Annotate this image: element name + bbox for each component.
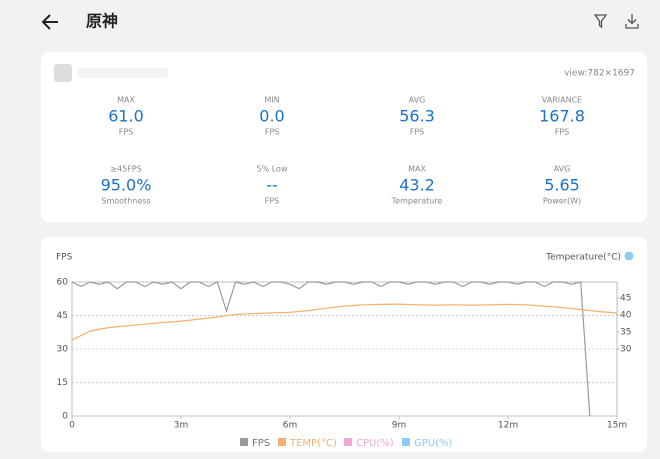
stat-value: 95.0% <box>101 176 152 195</box>
avatar <box>54 64 72 82</box>
legend-label: CPU(%) <box>356 438 394 449</box>
y2-tick-label: 40 <box>620 310 632 320</box>
view-size: view:782×1697 <box>564 69 635 79</box>
stat-unit: FPS <box>265 128 280 137</box>
chart-card <box>41 237 647 452</box>
stat-label: ≥45FPS <box>110 165 141 174</box>
y-tick-label: 0 <box>62 412 68 422</box>
summary-card <box>41 52 647 222</box>
y-tick-label: 15 <box>57 378 68 388</box>
y-tick-label: 45 <box>57 311 68 321</box>
stat-unit: FPS <box>555 128 570 137</box>
stat-unit: Power(W) <box>543 197 581 206</box>
x-tick-label: 3m <box>174 421 189 431</box>
stat-unit: FPS <box>265 197 280 206</box>
info-icon[interactable] <box>624 251 634 261</box>
legend-label: TEMP(°C) <box>289 438 337 449</box>
x-tick-label: 0 <box>69 421 75 431</box>
y-tick-label: 30 <box>57 345 69 355</box>
stat-label: VARIANCE <box>542 96 582 105</box>
x-tick-label: 6m <box>283 421 298 431</box>
x-tick-label: 9m <box>392 421 407 431</box>
y2-tick-label: 30 <box>620 345 632 355</box>
y-axis-label: FPS <box>56 253 73 263</box>
y-tick-label: 60 <box>57 278 69 288</box>
series-line <box>71 303 618 341</box>
stat-unit: FPS <box>410 128 425 137</box>
x-tick-label: 15m <box>607 421 627 431</box>
stat-value: 167.8 <box>539 107 585 126</box>
stat-unit: Smoothness <box>101 197 150 206</box>
stat-label: AVG <box>554 165 571 174</box>
stat-value: 43.2 <box>399 176 435 195</box>
stat-value: -- <box>266 176 278 195</box>
stat-value: 61.0 <box>108 107 144 126</box>
series-line <box>71 281 591 417</box>
legend-label: FPS <box>252 438 270 449</box>
legend-swatch <box>240 438 248 446</box>
blurred-name <box>78 68 168 78</box>
stat-label: 5% Low <box>257 165 288 174</box>
legend-swatch <box>344 438 352 446</box>
stat-value: 0.0 <box>259 107 284 126</box>
download-button[interactable] <box>625 14 639 29</box>
legend-swatch <box>278 438 286 446</box>
stat-label: MIN <box>264 96 279 105</box>
legend-label: GPU(%) <box>414 438 453 449</box>
stat-value: 5.65 <box>544 176 580 195</box>
stat-unit: Temperature <box>391 197 443 206</box>
stat-label: MAX <box>117 96 135 105</box>
stat-value: 56.3 <box>399 107 435 126</box>
x-tick-label: 12m <box>498 421 518 431</box>
stat-label: MAX <box>408 165 426 174</box>
page-title: 原神 <box>86 12 118 31</box>
filter-button[interactable] <box>593 14 608 29</box>
stat-unit: FPS <box>119 128 134 137</box>
back-button[interactable] <box>41 14 58 30</box>
y2-tick-label: 45 <box>620 293 631 303</box>
legend-swatch <box>402 438 410 446</box>
y2-axis-label: Temperature(°C) <box>545 253 621 263</box>
stat-label: AVG <box>409 96 426 105</box>
y2-tick-label: 35 <box>620 327 631 337</box>
